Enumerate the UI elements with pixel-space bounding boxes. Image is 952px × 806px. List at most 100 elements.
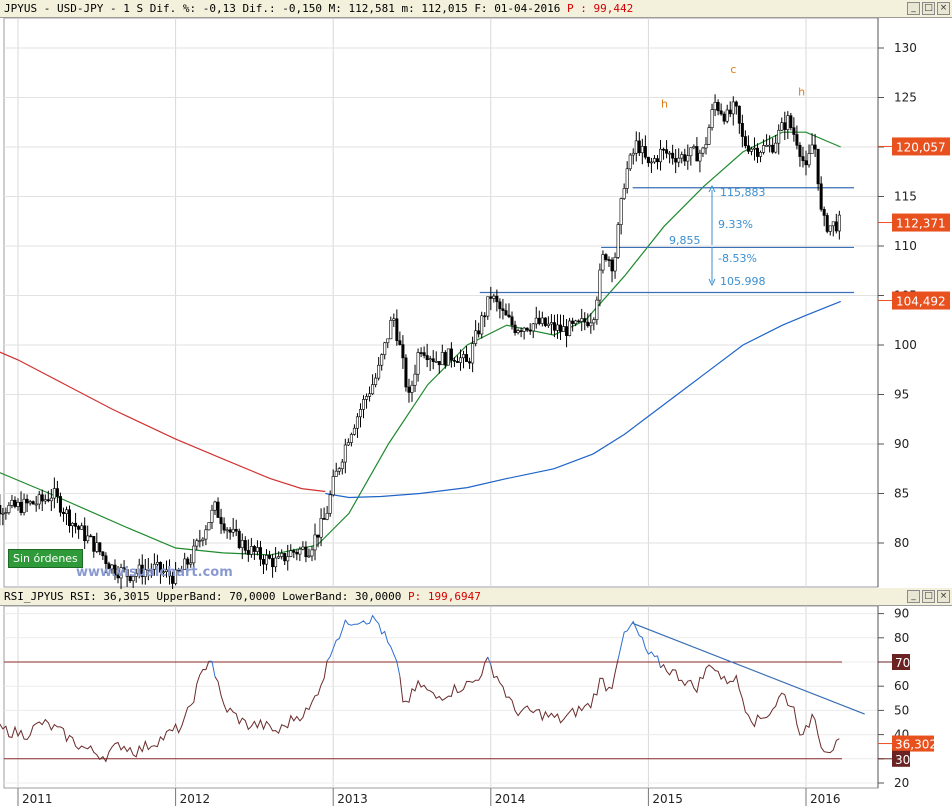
price-bar [34,495,38,512]
price-bar-body [80,525,84,530]
price-bar [355,413,359,438]
price-bar [152,553,156,576]
price-bar-body [771,144,775,153]
price-bar [122,560,126,573]
price-bar [559,314,563,341]
price-tick-110: 110 [894,239,917,253]
price-bar [116,566,120,584]
price-bar-body [58,496,62,513]
price-bar-body [807,153,811,166]
price-bar-body [119,567,123,579]
rsi-panel-header: RSI_JPYUS RSI: 36,3015 UpperBand: 70,000… [0,588,952,606]
rsi-maximize-button[interactable]: □ [922,590,935,603]
rsi-line [399,656,489,703]
close-button[interactable]: × [937,2,950,15]
price-bar [437,361,441,374]
price-bar [507,303,511,319]
price-bar-body [559,324,563,332]
price-bar-body [589,322,593,327]
pct-change: -0,13 [202,2,236,15]
rsi-plot-area [3,605,879,789]
ma-line-1 [0,351,326,493]
price-bar-body [410,384,414,393]
price-bar [783,111,787,140]
price-bar [501,298,505,320]
price-bar [74,512,78,534]
price-bar [746,135,750,155]
price-bar-body [289,550,293,557]
price-bar-body [104,555,108,564]
price-bar-body [692,146,696,149]
rsi-tag-bg [892,750,910,767]
price-bar-body [522,327,526,332]
price-bar-body [413,373,417,386]
price-bar-body [52,488,56,499]
price-bar-body [583,318,587,323]
price-bar-body [274,557,278,568]
price-bar-body [834,221,838,232]
price-bar-body [89,535,93,538]
price-tick-90: 90 [894,437,909,451]
price-bar-body [277,556,281,559]
rsi-line [490,658,619,724]
price-bar-body [434,361,438,363]
minimize-button[interactable]: _ [907,2,920,15]
x-tick-2013: 2013 [337,792,368,806]
price-bar [286,544,290,571]
price-bar-body [619,198,623,225]
price-bar [743,130,747,149]
price-bar-body [783,122,787,130]
price-bar-body [213,501,217,511]
price-bar-body [595,299,599,320]
price-bar-body [198,540,202,542]
price-bar [610,257,614,283]
maximize-button[interactable]: □ [922,2,935,15]
price-bar-body [801,156,805,161]
price-bar [525,327,529,333]
price-tag-bg [892,213,950,232]
price-bar [183,552,187,571]
rsi-line [0,660,210,763]
price-bar-body [562,326,566,332]
price-bar-body [613,257,617,272]
rsi-minimize-button[interactable]: _ [907,590,920,603]
price-bar-body [374,377,378,385]
price-bar [468,357,472,370]
price-bar-body [10,499,14,506]
price-bar [189,554,193,568]
price-bar-body [437,361,441,366]
price-bar-body [140,564,144,577]
price-bar [349,432,353,447]
price-bar-body [280,553,284,557]
price-bar-body [695,146,699,162]
x-tick-2016: 2016 [810,792,841,806]
rsi-tag-1: 36,302 [895,738,937,752]
price-bar [552,314,556,338]
price-bar-body [258,547,262,560]
price-bar [22,493,26,516]
watermark: www.visualchart.com [76,565,233,580]
price-bar-body [598,269,602,301]
rsi-tag-bg [892,735,934,752]
price-bar [455,355,459,363]
price-bar-body [565,326,569,336]
price-bar-body [328,494,332,514]
price-bar [98,542,102,556]
min-value: 112,015 [421,2,468,15]
price-bar [16,498,20,511]
price-bar-body [68,509,72,527]
price-bar-body [183,558,187,570]
rsi-line [208,660,216,677]
pair: USD-JPY [57,2,104,15]
price-bar [777,124,781,155]
price-bar-body [498,301,502,310]
price-bar-body [210,509,214,523]
price-bar-body [319,518,323,538]
rsi-close-button[interactable]: × [937,590,950,603]
price-bar-body [228,529,232,533]
no-orders-badge[interactable]: Sin órdenes [8,549,83,568]
price-bar-body [225,529,229,532]
price-bar [431,350,435,370]
price-bar-body [55,488,59,497]
